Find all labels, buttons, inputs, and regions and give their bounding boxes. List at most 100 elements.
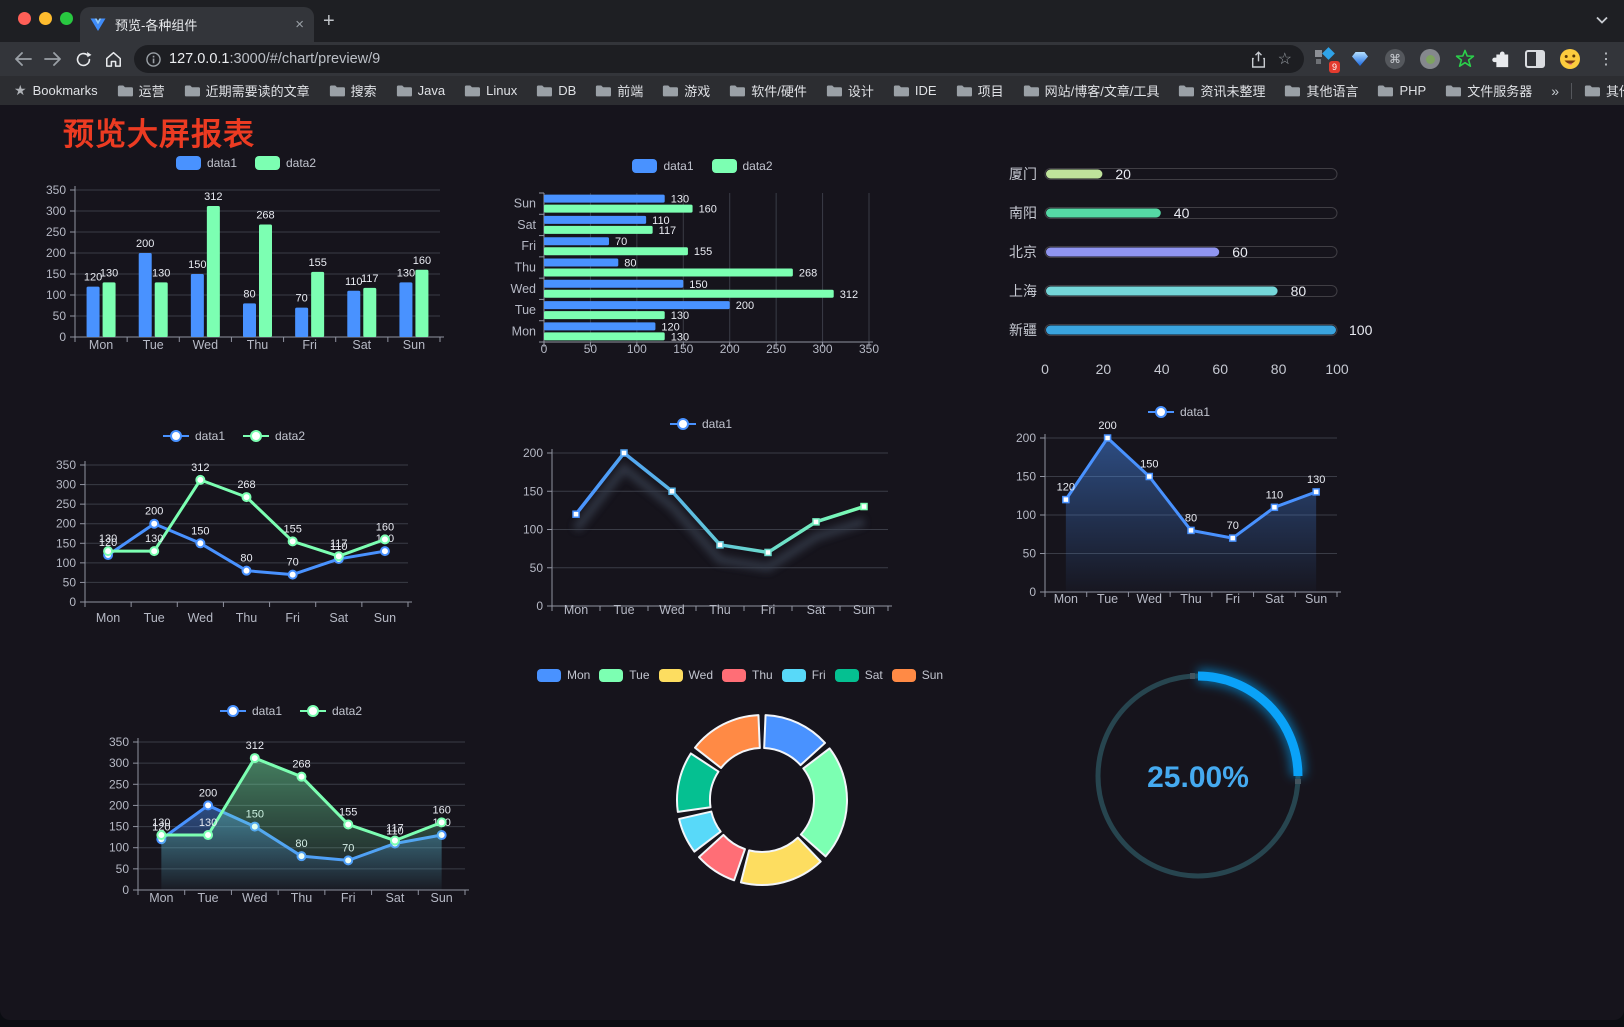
legend-item-data2[interactable]: data2 <box>300 704 362 718</box>
bookmark-folder-运营[interactable]: 运营 <box>117 81 165 100</box>
bookmark-folder-资讯未整理[interactable]: 资讯未整理 <box>1178 81 1265 100</box>
extensions-row: 9 ⌘ ⋮ <box>1314 47 1614 73</box>
chart-canvas-area-line[interactable]: 0 50 100 150 200 Mon Tue Wed Thu Fri Sat Sun 120 200 1… <box>985 400 1373 622</box>
bookmark-star-icon[interactable]: ☆ <box>1277 51 1292 68</box>
svg-text:100: 100 <box>56 556 76 570</box>
extension-star-icon[interactable] <box>1454 48 1476 70</box>
svg-text:Mon: Mon <box>96 611 120 625</box>
svg-text:130: 130 <box>199 817 217 829</box>
legend-item-data2[interactable]: data2 <box>243 429 305 443</box>
window-close-button[interactable] <box>18 12 31 25</box>
bookmark-folder-软件/硬件[interactable]: 软件/硬件 <box>729 81 807 100</box>
svg-text:200: 200 <box>199 787 217 799</box>
chart-canvas-donut[interactable] <box>550 640 930 898</box>
legend-item-data1[interactable]: data1 <box>669 417 732 431</box>
back-button[interactable] <box>8 45 38 73</box>
chart-canvas-grouped-bar[interactable]: 0 50 100 150 200 250 300 350 Mon Tue Wed Thu Fri Sat S… <box>40 150 452 375</box>
extension-command-icon[interactable]: ⌘ <box>1384 48 1406 70</box>
bookmarks-manager[interactable]: ★ Bookmarks <box>14 82 98 98</box>
extension-puzzle-icon[interactable] <box>1489 48 1511 70</box>
tab-close-icon[interactable]: × <box>295 16 304 33</box>
svg-text:100: 100 <box>1016 508 1036 522</box>
legend-item-data2[interactable]: data2 <box>255 156 316 170</box>
svg-text:25.00%: 25.00% <box>1147 761 1249 794</box>
chart-canvas-two-area[interactable]: 0 50 100 150 200 250 300 350 Mon Tue Wed Thu Fri Sat S… <box>100 670 482 922</box>
svg-text:268: 268 <box>256 209 274 221</box>
svg-text:110: 110 <box>1266 489 1284 501</box>
svg-text:Tue: Tue <box>613 603 634 617</box>
forward-button[interactable] <box>38 45 68 73</box>
folder-icon <box>596 85 612 97</box>
bookmark-folder-Java[interactable]: Java <box>396 83 445 98</box>
svg-text:250: 250 <box>766 342 786 356</box>
chart-panel-horizontal-bar: 0 50 100 150 200 250 300 350 Mon 120 130 Tue 200 130 W… <box>505 150 900 378</box>
legend-item-Wed[interactable]: Wed <box>658 668 713 682</box>
bookmark-folder-文件服务器[interactable]: 文件服务器 <box>1445 81 1532 100</box>
svg-text:Thu: Thu <box>514 261 536 275</box>
bookmark-folder-Linux[interactable]: Linux <box>464 83 517 98</box>
extension-grid-icon[interactable]: 9 <box>1314 47 1340 73</box>
extension-record-icon[interactable] <box>1419 48 1441 70</box>
svg-text:150: 150 <box>46 267 66 281</box>
reload-button[interactable] <box>68 45 98 73</box>
legend-swatch <box>834 668 859 682</box>
bookmark-folder-其他语言[interactable]: 其他语言 <box>1284 81 1358 100</box>
svg-text:Mon: Mon <box>89 338 113 352</box>
browser-menu-icon[interactable]: ⋮ <box>1598 51 1614 68</box>
legend-item-data1[interactable]: data1 <box>1147 405 1210 419</box>
new-tab-button[interactable]: + <box>323 10 335 32</box>
legend-item-Tue[interactable]: Tue <box>599 668 650 682</box>
bookmark-folder-网站/博客/文章/工具[interactable]: 网站/博客/文章/工具 <box>1023 81 1159 100</box>
browser-toolbar: 127.0.0.1:3000/#/chart/preview/9 ☆ 9 ⌘ <box>0 42 1624 76</box>
bookmark-folder-搜索[interactable]: 搜索 <box>329 81 377 100</box>
bookmark-folder-前端[interactable]: 前端 <box>595 81 643 100</box>
bookmark-folder-近期需要读的文章[interactable]: 近期需要读的文章 <box>184 81 310 100</box>
window-zoom-button[interactable] <box>60 12 73 25</box>
svg-text:Fri: Fri <box>761 603 776 617</box>
legend-item-data1[interactable]: data1 <box>632 159 694 173</box>
browser-tab[interactable]: 预览-各种组件 × <box>80 7 314 42</box>
url-input[interactable]: 127.0.0.1:3000/#/chart/preview/9 ☆ <box>134 45 1304 73</box>
legend-item-data2[interactable]: data2 <box>711 159 773 173</box>
share-icon[interactable] <box>1251 50 1266 68</box>
svg-text:100: 100 <box>109 841 129 855</box>
svg-text:40: 40 <box>1154 361 1170 377</box>
chart-canvas-two-line[interactable]: 0 50 100 150 200 250 300 350 Mon Tue Wed Thu Fri Sat S… <box>45 425 423 647</box>
legend-item-data1[interactable]: data1 <box>219 704 282 718</box>
chart-canvas-gradient-line[interactable]: 0 50 100 150 200 Mon Tue Wed Thu Fri Sat Sun <box>505 400 897 630</box>
bookmark-folder-项目[interactable]: 项目 <box>956 81 1004 100</box>
extension-gem-icon[interactable] <box>1349 48 1371 70</box>
legend-item-data1[interactable]: data1 <box>175 156 237 170</box>
bookmarks-overflow-chevron[interactable]: » <box>1551 82 1560 99</box>
bookmark-folder-IDE[interactable]: IDE <box>893 83 937 98</box>
other-bookmarks-folder[interactable]: 其他书签 <box>1584 81 1624 100</box>
bookmark-folder-设计[interactable]: 设计 <box>826 81 874 100</box>
legend-item-Fri[interactable]: Fri <box>781 668 826 682</box>
extension-split-rect-icon[interactable] <box>1524 48 1546 70</box>
svg-text:Thu: Thu <box>709 603 731 617</box>
site-info-icon[interactable] <box>146 51 161 67</box>
legend-item-Mon[interactable]: Mon <box>536 668 590 682</box>
url-text: 127.0.0.1:3000/#/chart/preview/9 <box>169 51 381 67</box>
bookmark-folder-DB[interactable]: DB <box>536 83 576 98</box>
legend-item-data1[interactable]: data1 <box>162 429 225 443</box>
tab-strip: 预览-各种组件 × + <box>0 0 1624 42</box>
folder-icon <box>117 85 133 97</box>
chart-canvas-city-progress[interactable]: 厦门 20 南阳 40 北京 60 上海 80 新疆 100 0 20 40 60 80 100 <box>995 150 1380 395</box>
home-button[interactable] <box>98 45 128 73</box>
legend-item-Thu[interactable]: Thu <box>722 668 773 682</box>
chart-canvas-gauge[interactable]: 25.00% <box>1080 640 1320 890</box>
profile-emoji-icon[interactable] <box>1559 48 1581 70</box>
svg-text:120: 120 <box>152 821 170 833</box>
svg-text:130: 130 <box>671 310 689 322</box>
chevron-down-icon[interactable] <box>1596 16 1608 24</box>
bookmark-folder-游戏[interactable]: 游戏 <box>662 81 710 100</box>
bookmark-folder-PHP[interactable]: PHP <box>1377 83 1426 98</box>
svg-text:312: 312 <box>204 191 222 203</box>
legend-item-Sat[interactable]: Sat <box>834 668 883 682</box>
legend-item-Sun[interactable]: Sun <box>891 668 943 682</box>
svg-text:100: 100 <box>1325 361 1349 377</box>
window-minimize-button[interactable] <box>39 12 52 25</box>
